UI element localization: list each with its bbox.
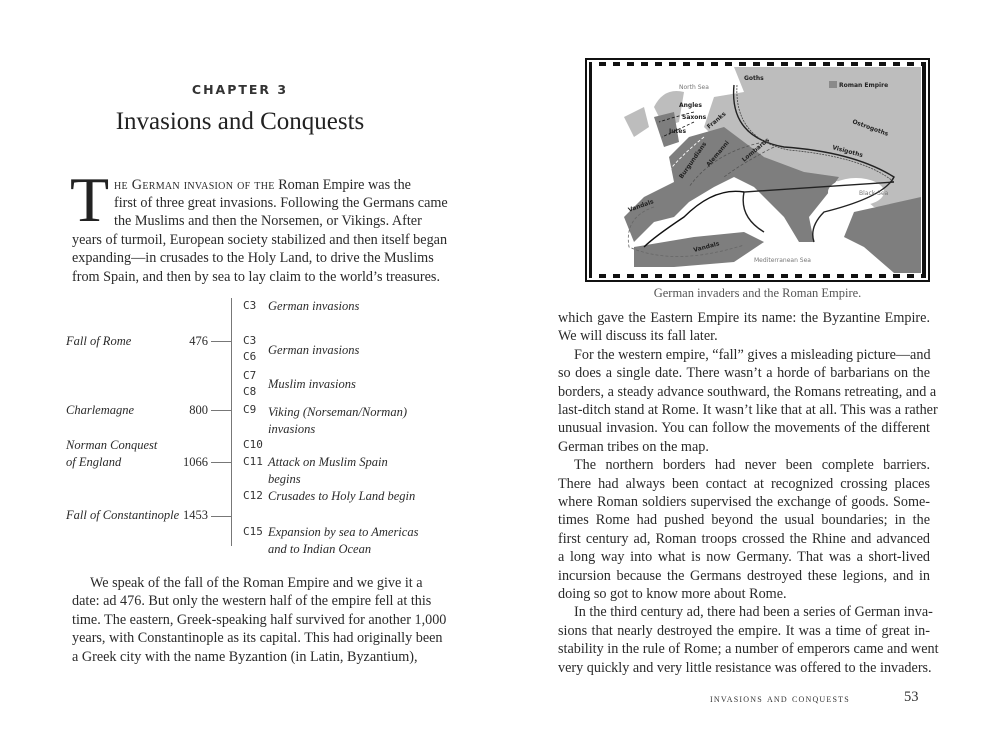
map-label-tribe: Jutes xyxy=(668,128,686,135)
legend-swatch xyxy=(829,81,837,88)
timeline-description: Muslim invasions xyxy=(268,377,356,391)
body-line: stability in the rule of Rome; a number … xyxy=(558,641,939,658)
event-label: Charlemagne xyxy=(66,403,135,417)
timeline-axis xyxy=(231,298,232,546)
body-line: last-ditch stand at Rome. It wasn’t like… xyxy=(558,402,938,418)
land-north xyxy=(704,67,921,212)
timeline-event-row: Charlemagne 800 xyxy=(66,402,208,418)
body-line: We will discuss its fall later. xyxy=(558,328,718,345)
event-year: 1453 xyxy=(183,508,208,522)
event-label: Fall of Rome xyxy=(66,334,132,348)
timeline-description: and to Indian Ocean xyxy=(268,542,372,556)
map-label-tribe: Saxons xyxy=(682,114,707,121)
map-label-mediterranean: Mediterranean Sea xyxy=(754,257,811,264)
roman-empire-area xyxy=(654,112,679,147)
body-line: We speak of the fall of the Roman Empire… xyxy=(90,575,423,591)
timeline-description: German invasions xyxy=(268,343,360,357)
timeline-tick xyxy=(211,516,231,517)
intro-line: years of turmoil, European society stabi… xyxy=(72,232,448,248)
map-caption: German invaders and the Roman Empire. xyxy=(653,286,862,300)
century-label: C10 xyxy=(243,438,263,451)
body-line: incursion because the Germans destroyed … xyxy=(558,567,930,584)
timeline-description: German invasions xyxy=(268,299,360,313)
map-legend-label: Roman Empire xyxy=(839,82,888,89)
body-line: so does a single date. There wasn’t a ho… xyxy=(558,365,930,382)
running-head: invasions and conquests xyxy=(710,693,850,705)
map-label-black-sea: Black Sea xyxy=(859,190,889,197)
map-label-tribe: Angles xyxy=(679,102,702,109)
intro-line: the Muslims and then the Norsemen, or Vi… xyxy=(114,213,422,229)
body-line: There had always been contact at recogni… xyxy=(558,475,930,492)
chapter-title: Invasions and Conquests xyxy=(115,108,365,135)
body-line: times Rome had pushed beyond the usual b… xyxy=(558,512,930,529)
map-label-north-sea: North Sea xyxy=(679,84,709,91)
chapter-label: CHAPTER 3 xyxy=(191,82,289,97)
drop-cap: T xyxy=(70,164,110,235)
page-number: 53 xyxy=(904,689,919,705)
century-label: C12 xyxy=(243,489,263,502)
intro-smallcaps: he German invasion of the xyxy=(114,177,275,193)
body-line: where Roman soldiers supervised the exch… xyxy=(558,494,930,510)
timeline-tick xyxy=(211,341,231,342)
map-figure: North Sea Black Sea Mediterranean Sea Ro… xyxy=(585,58,930,282)
century-label: C15 xyxy=(243,525,263,538)
timeline-description: Viking (Norseman/Norman) xyxy=(268,405,407,419)
body-line: doing so got to know more about Rome. xyxy=(558,586,787,602)
body-line: In the third century ad, there had been … xyxy=(574,604,933,621)
body-line: which gave the Eastern Empire its name: … xyxy=(558,310,930,326)
century-label: C3 xyxy=(243,334,257,347)
body-line: time. The eastern, Greek-speaking half s… xyxy=(72,612,447,628)
timeline-description: Attack on Muslim Spain xyxy=(268,455,388,469)
timeline-description: Crusades to Holy Land begin xyxy=(268,489,416,503)
century-label: C6 xyxy=(243,350,257,363)
timeline-event-row: of England 1066 xyxy=(66,454,208,470)
century-label: C3 xyxy=(243,299,257,312)
timeline-event-row: Fall of Rome 476 xyxy=(66,333,208,349)
intro-line: first of three great invasions. Followin… xyxy=(114,195,448,211)
event-year: 800 xyxy=(189,403,208,417)
century-label: C9 xyxy=(243,403,257,416)
body-line: unusual invasion. You can follow the mov… xyxy=(558,420,930,437)
century-label: C11 xyxy=(243,455,263,468)
century-label: C8 xyxy=(243,385,257,398)
timeline-description: invasions xyxy=(268,422,316,436)
body-line: years, with Constantinople as its capita… xyxy=(72,630,443,646)
intro-line: expanding—in crusades to the Holy Land, … xyxy=(72,250,434,266)
event-label: of England xyxy=(66,455,122,469)
body-line: date: ad 476. But only the western half … xyxy=(72,593,432,609)
timeline-description: begins xyxy=(268,472,301,486)
body-line: German tribes on the map. xyxy=(558,438,709,455)
body-line: a Greek city with the name Byzantion (in… xyxy=(72,649,418,665)
intro-line: from Spain, and then by sea to lay claim… xyxy=(72,269,440,285)
event-label: Norman Conquest xyxy=(66,438,158,452)
map-illustration: North Sea Black Sea Mediterranean Sea Ro… xyxy=(585,58,930,282)
timeline-description: Expansion by sea to Americas xyxy=(268,525,419,539)
intro-line: Roman Empire was the xyxy=(274,177,411,193)
body-line: The northern borders had never been comp… xyxy=(574,457,930,474)
body-line: borders, a steady advance southward, the… xyxy=(558,383,937,400)
event-year: 1066 xyxy=(183,455,208,469)
event-label: Fall of Constantinople xyxy=(66,508,180,522)
event-year: 476 xyxy=(189,334,208,348)
body-line: first century ad, Roman troops crossed t… xyxy=(558,530,930,547)
timeline-event-row: Fall of Constantinople 1453 xyxy=(66,507,208,523)
body-line: very quickly and very little resistance … xyxy=(558,659,932,676)
timeline-tick xyxy=(211,462,231,463)
body-line: For the western empire, “fall” gives a m… xyxy=(574,346,931,363)
body-line: a long way into what is now Germany. Tha… xyxy=(558,549,930,566)
map-label-tribe: Goths xyxy=(744,75,764,82)
century-label: C7 xyxy=(243,369,257,382)
body-line: sions that nearly destroyed the empire. … xyxy=(558,622,930,639)
timeline-tick xyxy=(211,410,231,411)
